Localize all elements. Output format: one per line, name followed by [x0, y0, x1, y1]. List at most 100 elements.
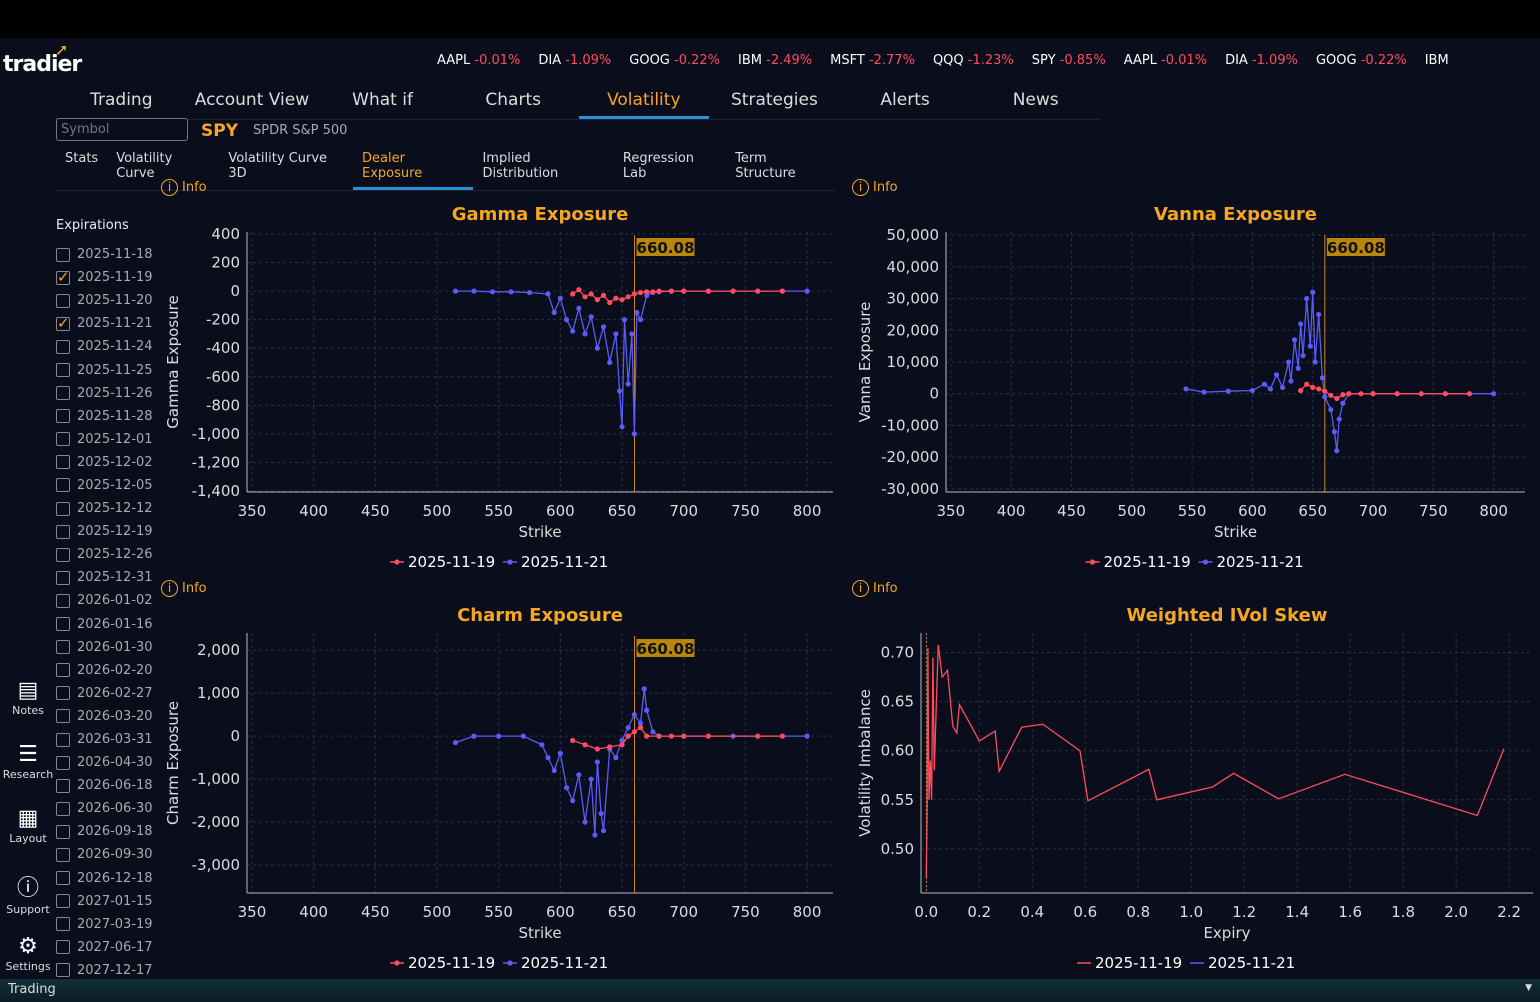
subtab-term-structure[interactable]: Term Structure [735, 151, 796, 181]
expiration-checkbox[interactable] [56, 801, 70, 816]
side-support-button[interactable]: ⓘ Support [0, 870, 56, 916]
expiration-checkbox[interactable] [56, 686, 70, 701]
expiration-checkbox[interactable] [56, 455, 70, 470]
expiration-item[interactable]: 2025-11-19 [56, 266, 153, 289]
expiration-item[interactable]: 2025-11-20 [56, 289, 153, 312]
chevron-down-icon[interactable]: ▼ [1525, 983, 1532, 993]
expiration-checkbox[interactable] [56, 940, 70, 955]
expiration-checkbox[interactable] [56, 617, 70, 632]
side-research-button[interactable]: ☰ Research [0, 742, 56, 781]
side-notes-button[interactable]: ▤ Notes [0, 678, 56, 717]
side-layout-button[interactable]: ▦ Layout [0, 806, 56, 845]
expiration-item[interactable]: 2027-03-19 [56, 913, 153, 936]
expiration-checkbox[interactable] [56, 755, 70, 770]
expiration-checkbox[interactable] [56, 524, 70, 539]
expiration-checkbox[interactable] [56, 268, 70, 286]
expiration-item[interactable]: 2025-12-05 [56, 474, 153, 497]
skew-info-button[interactable]: i Info [852, 580, 898, 597]
expiration-checkbox[interactable] [56, 293, 70, 308]
expiration-checkbox[interactable] [56, 963, 70, 978]
expiration-item[interactable]: 2025-12-26 [56, 543, 153, 566]
legend-label[interactable]: 2025-11-21 [521, 553, 608, 571]
expiration-checkbox[interactable] [56, 247, 70, 262]
subtab-regression-lab[interactable]: Regression Lab [622, 151, 695, 181]
expiration-checkbox[interactable] [56, 778, 70, 793]
expiration-checkbox[interactable] [56, 409, 70, 424]
expiration-item[interactable]: 2025-11-18 [56, 243, 153, 266]
ticker-item[interactable]: IBM -2.49% [738, 53, 812, 68]
expiration-item[interactable]: 2025-11-28 [56, 405, 153, 428]
ticker-item[interactable]: GOOG -0.22% [1316, 53, 1407, 68]
expiration-checkbox[interactable] [56, 432, 70, 447]
legend-label[interactable]: 2025-11-21 [521, 954, 608, 972]
expiration-item[interactable]: 2025-11-25 [56, 358, 153, 381]
expiration-item[interactable]: 2026-06-18 [56, 774, 153, 797]
expiration-item[interactable]: 2026-01-02 [56, 589, 153, 612]
ticker-item[interactable]: GOOG -0.22% [629, 53, 720, 68]
side-settings-button[interactable]: ⚙ Settings [0, 934, 56, 973]
expiration-checkbox[interactable] [56, 339, 70, 354]
nav-tab-what-if[interactable]: What if [352, 90, 413, 110]
expiration-item[interactable]: 2026-04-30 [56, 751, 153, 774]
expiration-item[interactable]: 2026-03-31 [56, 728, 153, 751]
expiration-checkbox[interactable] [56, 386, 70, 401]
expiration-item[interactable]: 2025-11-24 [56, 335, 153, 358]
expiration-checkbox[interactable] [56, 640, 70, 655]
ticker-item[interactable]: SPY -0.85% [1032, 53, 1106, 68]
subtab-dealer-exposure[interactable]: Dealer Exposure [353, 150, 474, 190]
expiration-item[interactable]: 2025-12-19 [56, 520, 153, 543]
expiration-checkbox[interactable] [56, 501, 70, 516]
ticker-item[interactable]: DIA -1.09% [1225, 53, 1298, 68]
legend-label[interactable]: 2025-11-21 [1217, 553, 1304, 571]
bottom-bar[interactable]: Trading ▼ [0, 979, 1540, 1002]
expiration-item[interactable]: 2026-06-30 [56, 797, 153, 820]
expiration-item[interactable]: 2025-12-31 [56, 566, 153, 589]
expiration-checkbox[interactable] [56, 478, 70, 493]
expiration-item[interactable]: 2026-01-16 [56, 613, 153, 636]
expiration-item[interactable]: 2025-12-02 [56, 451, 153, 474]
nav-tab-charts[interactable]: Charts [485, 90, 541, 110]
expiration-item[interactable]: 2025-12-12 [56, 497, 153, 520]
expiration-item[interactable]: 2025-11-26 [56, 382, 153, 405]
legend-label[interactable]: 2025-11-19 [408, 954, 495, 972]
subtab-volatility-curve[interactable]: Volatility Curve [116, 151, 173, 181]
expiration-item[interactable]: 2027-01-15 [56, 890, 153, 913]
subtab-implied-distribution[interactable]: Implied Distribution [482, 151, 559, 181]
nav-tab-alerts[interactable]: Alerts [880, 90, 930, 110]
ticker-item[interactable]: MSFT -2.77% [830, 53, 915, 68]
expiration-item[interactable]: 2027-12-17 [56, 959, 153, 982]
subtab-volatility-curve-3d[interactable]: Volatility Curve 3D [228, 151, 328, 181]
expiration-item[interactable]: 2025-12-01 [56, 428, 153, 451]
expiration-item[interactable]: 2026-09-18 [56, 820, 153, 843]
expiration-checkbox[interactable] [56, 894, 70, 909]
subtab-stats[interactable]: Stats [65, 151, 99, 166]
symbol-input[interactable] [56, 118, 188, 141]
expiration-checkbox[interactable] [56, 871, 70, 886]
ticker-item[interactable]: AAPL -0.01% [437, 53, 520, 68]
nav-tab-trading[interactable]: Trading [90, 90, 153, 110]
expiration-item[interactable]: 2026-12-18 [56, 867, 153, 890]
expiration-checkbox[interactable] [56, 663, 70, 678]
legend-label[interactable]: 2025-11-19 [408, 553, 495, 571]
expiration-checkbox[interactable] [56, 363, 70, 378]
expiration-item[interactable]: 2026-03-20 [56, 705, 153, 728]
vanna-info-button[interactable]: i Info [852, 179, 898, 196]
legend-label[interactable]: 2025-11-21 [1208, 954, 1295, 972]
nav-tab-news[interactable]: News [1012, 90, 1059, 110]
expiration-item[interactable]: 2025-11-21 [56, 312, 153, 335]
ticker-item[interactable]: DIA -1.09% [538, 53, 611, 68]
expiration-checkbox[interactable] [56, 547, 70, 562]
expiration-checkbox[interactable] [56, 314, 70, 332]
ticker-item[interactable]: AAPL -0.01% [1124, 53, 1207, 68]
ticker-item[interactable]: QQQ -1.23% [933, 53, 1014, 68]
expiration-checkbox[interactable] [56, 570, 70, 585]
tradier-logo[interactable]: tradier ➚ [3, 40, 82, 77]
expiration-checkbox[interactable] [56, 824, 70, 839]
nav-tab-volatility[interactable]: Volatility [578, 88, 710, 119]
expiration-item[interactable]: 2027-06-17 [56, 936, 153, 959]
expiration-checkbox[interactable] [56, 709, 70, 724]
expiration-checkbox[interactable] [56, 732, 70, 747]
expiration-item[interactable]: 2026-01-30 [56, 636, 153, 659]
legend-label[interactable]: 2025-11-19 [1095, 954, 1182, 972]
nav-tab-account-view[interactable]: Account View [194, 90, 310, 110]
